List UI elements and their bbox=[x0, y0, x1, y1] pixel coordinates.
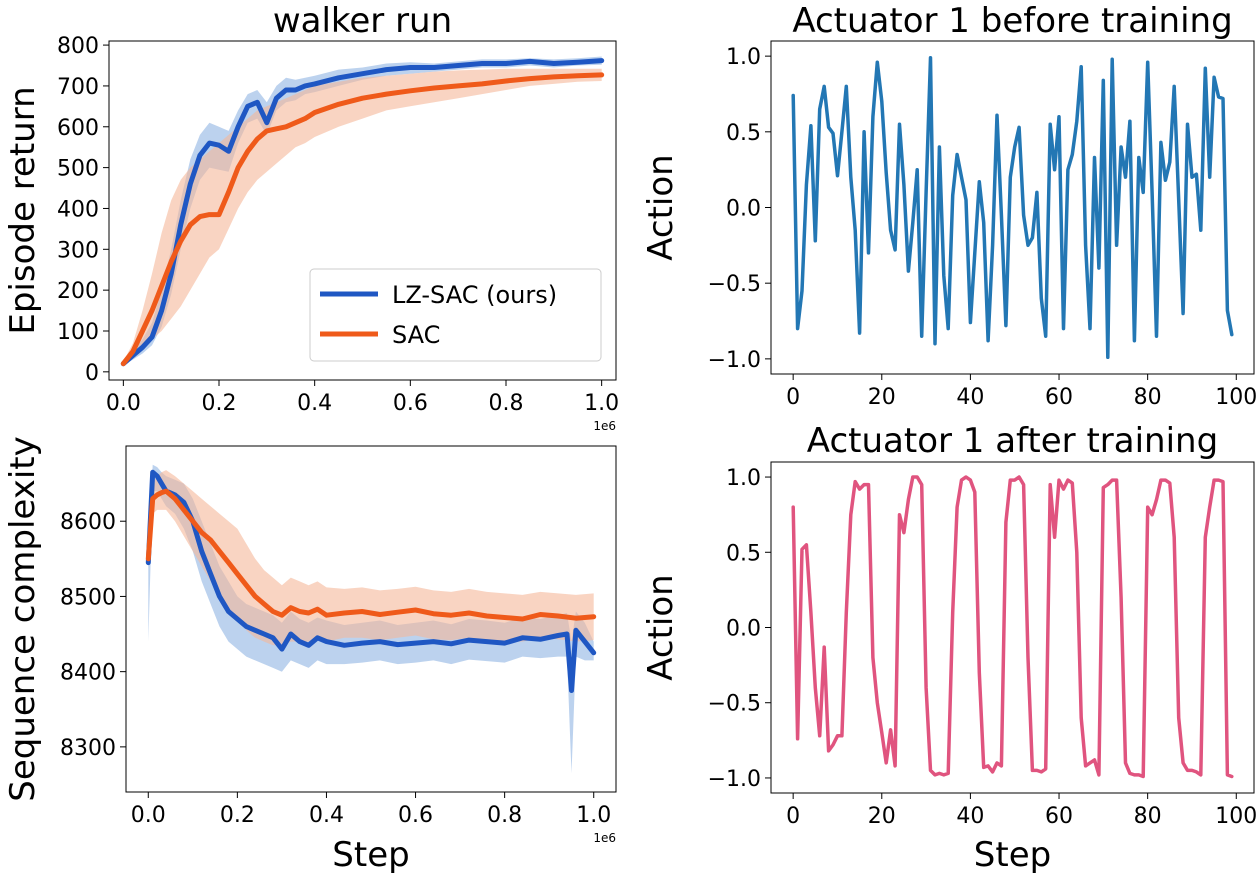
x-tick-label: 60 bbox=[1045, 385, 1073, 410]
y-tick-label: 8500 bbox=[60, 585, 116, 610]
x-axis-label: Step bbox=[974, 835, 1051, 875]
x-tick-label: 40 bbox=[956, 804, 984, 829]
x-tick-label: 0 bbox=[786, 804, 800, 829]
y-tick-label: −0.5 bbox=[708, 272, 761, 297]
series-line-0 bbox=[791, 55, 1234, 360]
plot-area bbox=[791, 55, 1234, 360]
axes-frame bbox=[125, 445, 617, 793]
x-tick-label: 0.2 bbox=[220, 803, 255, 828]
y-axis-label: Action bbox=[641, 574, 681, 680]
y-tick-label: 0 bbox=[85, 361, 99, 386]
y-tick-label: 0.0 bbox=[726, 617, 761, 642]
x-tick-label: 0 bbox=[786, 385, 800, 410]
x-offset-label: 1e6 bbox=[593, 831, 616, 845]
x-offset-label: 1e6 bbox=[593, 419, 616, 433]
chart-title: Actuator 1 before training bbox=[792, 1, 1232, 41]
y-axis-label: Episode return bbox=[3, 86, 43, 334]
chart-return: 0.0 0.2 0.4 0.6 0.8 1.0 0 100 200 300 400 500 600 700… bbox=[3, 1, 619, 433]
x-tick-label: 0.4 bbox=[309, 803, 344, 828]
x-tick-label: 0.4 bbox=[297, 391, 332, 416]
y-tick-label: 700 bbox=[57, 75, 99, 100]
x-tick-label: 0.6 bbox=[398, 803, 433, 828]
plot-area bbox=[791, 475, 1234, 779]
y-tick-label: 0.5 bbox=[726, 541, 761, 566]
axes-frame bbox=[770, 40, 1255, 375]
y-tick-label: 8600 bbox=[60, 510, 116, 535]
y-tick-label: 300 bbox=[57, 238, 99, 263]
y-tick-label: 600 bbox=[57, 116, 99, 141]
y-tick-label: 800 bbox=[57, 34, 99, 59]
y-tick-label: 100 bbox=[57, 320, 99, 345]
x-tick-label: 0.8 bbox=[488, 391, 523, 416]
x-tick-label: 80 bbox=[1134, 804, 1162, 829]
x-axis-label: Step bbox=[332, 835, 409, 875]
x-tick-label: 20 bbox=[868, 385, 896, 410]
x-tick-label: 1.0 bbox=[584, 391, 619, 416]
y-tick-label: 8400 bbox=[60, 661, 116, 686]
y-tick-label: −1.0 bbox=[708, 348, 761, 373]
y-axis-label: Action bbox=[641, 154, 681, 260]
x-tick-label: 100 bbox=[1215, 385, 1257, 410]
confidence-band-1 bbox=[123, 68, 602, 366]
x-tick-label: 0.2 bbox=[202, 391, 237, 416]
legend-box bbox=[309, 268, 602, 362]
y-tick-label: 1.0 bbox=[726, 466, 761, 491]
series-line-0 bbox=[791, 475, 1234, 779]
x-tick-label: 60 bbox=[1045, 804, 1073, 829]
plot-area bbox=[120, 56, 605, 367]
legend-label: LZ-SAC (ours) bbox=[392, 281, 557, 309]
series-line-1 bbox=[120, 72, 605, 367]
y-tick-label: 0.5 bbox=[726, 121, 761, 146]
y-axis-label: Sequence complexity bbox=[3, 436, 43, 802]
x-tick-label: 20 bbox=[868, 804, 896, 829]
legend: LZ-SAC (ours) SAC bbox=[309, 268, 602, 362]
y-tick-label: 500 bbox=[57, 157, 99, 182]
plot-area bbox=[145, 464, 597, 774]
x-tick-label: 100 bbox=[1215, 804, 1257, 829]
chart-complexity: 0.0 0.2 0.4 0.6 0.8 1.0 8300 8400 8500 8600 1e6 Ste… bbox=[3, 436, 617, 875]
chart-before: 0 20 40 60 80 100 1.0 0.5 0.0 −0.5 −1.0 Actuator 1 … bbox=[641, 1, 1257, 410]
x-tick-label: 40 bbox=[956, 385, 984, 410]
chart-title: Actuator 1 after training bbox=[807, 421, 1218, 461]
y-tick-label: 1.0 bbox=[726, 45, 761, 70]
x-tick-label: 1.0 bbox=[576, 803, 611, 828]
x-tick-label: 0.6 bbox=[393, 391, 428, 416]
x-tick-label: 0.0 bbox=[131, 803, 166, 828]
y-tick-label: 0.0 bbox=[726, 197, 761, 222]
legend-label: SAC bbox=[392, 321, 440, 349]
x-tick-label: 0.0 bbox=[106, 391, 141, 416]
y-tick-label: −1.0 bbox=[708, 767, 761, 792]
y-tick-label: 400 bbox=[57, 197, 99, 222]
x-tick-label: 80 bbox=[1134, 385, 1162, 410]
series-line-1 bbox=[145, 488, 597, 622]
chart-title: walker run bbox=[273, 1, 452, 41]
chart-after: 0 20 40 60 80 100 1.0 0.5 0.0 −0.5 −1.0 Actuator 1 … bbox=[641, 421, 1257, 875]
y-tick-label: −0.5 bbox=[708, 692, 761, 717]
y-tick-label: 200 bbox=[57, 279, 99, 304]
y-tick-label: 8300 bbox=[60, 736, 116, 761]
x-tick-label: 0.8 bbox=[487, 803, 522, 828]
axes-frame bbox=[108, 40, 617, 381]
